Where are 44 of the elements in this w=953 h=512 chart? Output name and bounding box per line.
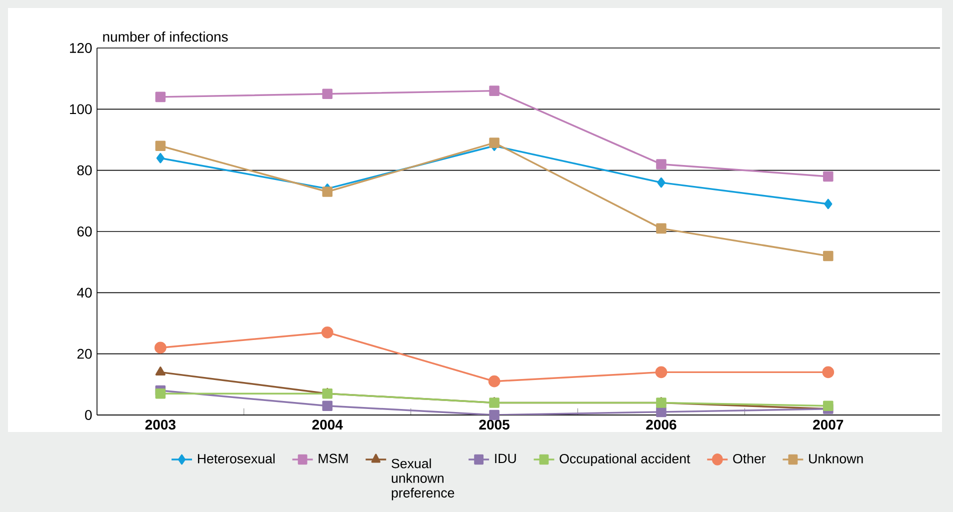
point xyxy=(155,366,166,376)
point xyxy=(657,177,666,188)
point xyxy=(156,152,165,164)
y-tick-label: 60 xyxy=(77,226,92,236)
legend-label: Sexual unknown preference xyxy=(392,458,454,500)
point xyxy=(822,366,834,378)
y-tick-label: 40 xyxy=(77,288,92,298)
point xyxy=(155,92,166,102)
legend-label: Other xyxy=(733,454,766,464)
legend-label: MSM xyxy=(318,454,348,464)
point xyxy=(155,388,166,399)
x-tick-label: 2006 xyxy=(646,420,676,430)
point xyxy=(489,138,500,148)
point xyxy=(321,326,334,338)
point xyxy=(656,223,666,234)
point xyxy=(489,86,500,96)
point xyxy=(823,400,834,411)
point xyxy=(824,198,832,210)
legend-label: IDU xyxy=(495,454,516,464)
y-tick-label: 0 xyxy=(85,410,92,420)
point xyxy=(655,366,668,378)
point xyxy=(322,400,333,411)
legend-label: Unknown xyxy=(809,454,863,464)
x-tick-label: 2003 xyxy=(145,420,176,430)
point xyxy=(656,159,666,170)
x-tick-label: 2005 xyxy=(479,420,510,430)
point xyxy=(155,140,166,152)
y-tick-label: 120 xyxy=(70,43,92,53)
point xyxy=(489,410,500,420)
point xyxy=(656,406,666,418)
x-tick-label: 2007 xyxy=(813,420,844,430)
point xyxy=(322,186,333,197)
point xyxy=(488,375,500,388)
point xyxy=(823,250,834,262)
y-tick-label: 100 xyxy=(70,104,92,114)
point xyxy=(154,342,166,354)
legend-label: Occupational accident xyxy=(560,454,690,466)
point xyxy=(823,171,834,182)
y-tick-label: 80 xyxy=(77,165,92,176)
legend-label: Heterosexual xyxy=(198,454,275,464)
point xyxy=(322,88,333,100)
x-tick-label: 2004 xyxy=(312,420,343,430)
y-tick-label: 20 xyxy=(77,348,92,359)
y-axis-title: number of infections xyxy=(103,31,228,42)
